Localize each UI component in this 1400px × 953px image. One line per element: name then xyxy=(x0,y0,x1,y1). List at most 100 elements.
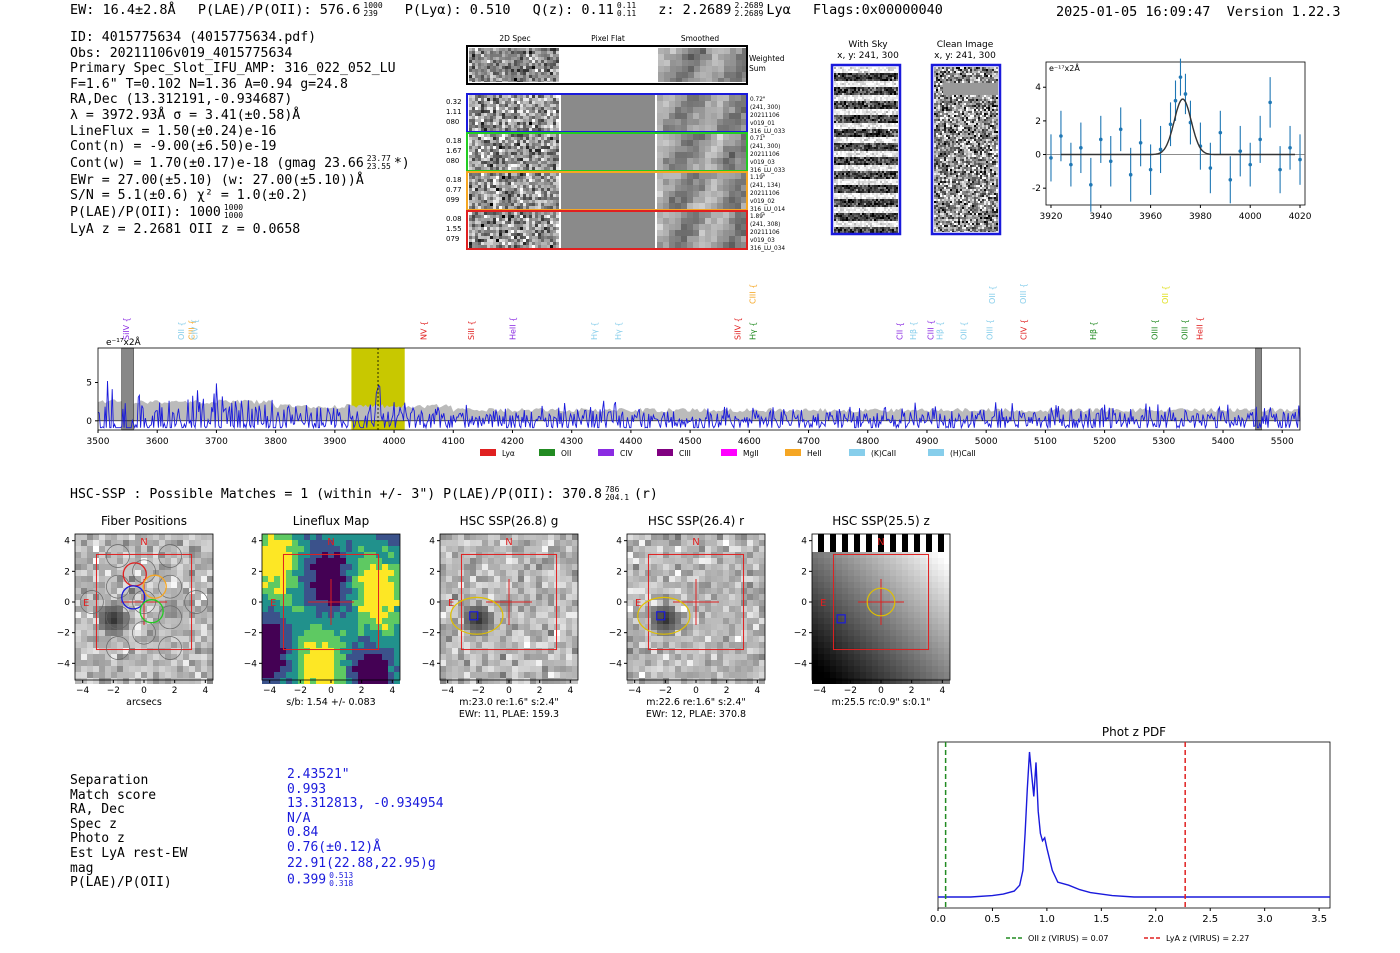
spec-line-label: Hγ { xyxy=(748,322,757,340)
row-frame xyxy=(466,210,748,250)
spec-xtick-label: 5400 xyxy=(1212,437,1235,447)
hsc-aperture-box xyxy=(460,553,558,651)
cutout-row: 0.08 1.55 079 1.89" (241, 308) 20211106 v019_0… xyxy=(446,210,785,252)
row-smoothed xyxy=(657,95,747,131)
zoom-point xyxy=(1158,147,1163,152)
hsc-panel-caption: arcsecs xyxy=(126,697,162,708)
spec-xtick-label: 3500 xyxy=(87,437,110,447)
match-value: 0.993 xyxy=(287,781,327,797)
hsc-ytick-label: −4 xyxy=(609,659,623,669)
hsc-xtick-label: 2 xyxy=(537,686,543,696)
qz-lo: 0.11 xyxy=(616,9,637,18)
legend-swatch xyxy=(721,449,737,456)
match-value: 0.84 xyxy=(287,825,319,841)
match-value: 0.76(±0.12)Å xyxy=(287,839,381,855)
legend-swatch xyxy=(785,449,801,456)
hsc-ytick-label: 4 xyxy=(616,537,622,547)
hsc-ytick-label: 2 xyxy=(616,567,622,577)
fiber-circle-highlight xyxy=(142,574,167,599)
hsc-ytick-label: −4 xyxy=(57,659,71,669)
row-right-label: 316_LU_033 xyxy=(750,168,785,174)
spec-line-label: OII { xyxy=(988,285,997,304)
spec-line-label: Hβ { xyxy=(935,321,944,340)
sky-band-bright xyxy=(834,137,898,143)
spec-xtick-label: 4400 xyxy=(619,437,642,447)
spec-xtick-label: 4100 xyxy=(442,437,465,447)
row-left-label: 1.55 xyxy=(446,225,462,233)
hsc-xtick-label: 0 xyxy=(328,686,334,696)
hsc-ytick-label: −2 xyxy=(609,629,622,639)
z-hi: 2.2689 xyxy=(734,1,764,10)
info-plae-hi: 1000 xyxy=(223,202,244,212)
hsc-xtick-label: 2 xyxy=(724,686,730,696)
pdf-xtick-label: 0.0 xyxy=(930,914,946,925)
hsc-xtick-label: 0 xyxy=(141,686,147,696)
zoom-xtick-label: 3920 xyxy=(1040,212,1063,222)
pdf-xtick-label: 2.5 xyxy=(1202,914,1218,925)
compass-n: N xyxy=(140,537,147,548)
hsc-source-marker xyxy=(656,611,666,621)
hsc-ytick-label: 4 xyxy=(801,537,807,547)
zoom-point xyxy=(1278,167,1282,172)
hsc-filter: (r) xyxy=(634,487,658,502)
hsc-xtick-label: 2 xyxy=(909,686,915,696)
info-line: Obs: 20211106v019_4015775634 xyxy=(70,45,293,61)
hsc-source-ellipse xyxy=(637,596,691,635)
hsc-panel-caption: m:25.5 rc:0.9" s:0.1" xyxy=(832,697,931,708)
with-sky-frame xyxy=(830,63,902,236)
compass-e: E xyxy=(448,598,454,609)
sum-label: Sum xyxy=(749,64,766,73)
spec-line-label: OIII { xyxy=(1181,319,1190,340)
fiber-circle xyxy=(106,636,130,660)
row-right-label: 0.72" xyxy=(750,97,766,103)
clean-xy: x, y: 241, 300 xyxy=(934,51,996,61)
row-right-label: 316_LU_033 xyxy=(750,129,785,135)
row-right-label: 20211106 xyxy=(750,113,780,119)
legend-label: CIII xyxy=(679,449,691,458)
fiber-circle xyxy=(158,574,182,599)
plae-hi: 1000 xyxy=(363,1,383,10)
hsc-source-marker xyxy=(469,611,479,621)
zoom-point xyxy=(1258,137,1262,142)
zoom-point xyxy=(1173,98,1178,103)
hsc-ytick-label: −2 xyxy=(57,629,70,639)
match-label: Match score xyxy=(70,787,157,803)
hsc-panel: HSC SSP(26.8) g N E −4 −4 −2 −2 0 0 2 2 4 4 m:23.0 re… xyxy=(422,514,579,720)
zoom-point xyxy=(1183,92,1188,96)
hsc-ytick-label: −2 xyxy=(422,629,435,639)
hsc-xtick-label: −4 xyxy=(76,686,90,696)
hsc-ytick-label: 0 xyxy=(64,598,70,608)
spec-frame xyxy=(97,347,1301,431)
match-plae-lo: 0.318 xyxy=(329,878,354,888)
sky-band-dark xyxy=(834,73,898,81)
sky-band-dark xyxy=(834,129,898,137)
hsc-source-ellipse xyxy=(450,596,504,635)
spec-line-label: OII { xyxy=(1161,285,1170,304)
zoom-point xyxy=(1268,100,1272,105)
fiber-circle-highlight xyxy=(139,599,164,624)
zoom-point xyxy=(1059,134,1063,138)
zoom-fit-line xyxy=(1060,98,1295,156)
col-smooth-label: Smoothed xyxy=(681,34,720,43)
zoom-unit-label: e⁻¹⁷x2Å xyxy=(1049,62,1080,73)
cutout-row: 0.18 1.67 080 0.71" (241, 300) 20211106 v019_0… xyxy=(446,132,785,174)
hsc-panel-title: HSC SSP(26.4) r xyxy=(648,514,744,528)
plae-lo: 239 xyxy=(363,9,378,18)
hsc-xtick-label: −2 xyxy=(294,686,307,696)
sky-band-dark xyxy=(834,157,898,165)
cutout-row: 0.32 1.11 080 0.72" (241, 300) 20211106 v019_0… xyxy=(446,93,785,135)
sky-band-dark xyxy=(834,213,898,221)
sky-band-bright xyxy=(834,123,898,129)
legend-swatch xyxy=(928,449,944,456)
row-right-label: (241, 300) xyxy=(750,105,780,111)
legend-label: (H)CaII xyxy=(950,449,976,458)
zoom-frame xyxy=(1045,61,1306,206)
hsc-xtick-label: −2 xyxy=(844,686,857,696)
cutout-row: 0.18 0.77 099 1.19" (241, 134) 20211106 v019_0… xyxy=(446,171,785,213)
zoom-ytick-label: 4 xyxy=(1035,83,1041,93)
row-pixel-flat xyxy=(561,95,655,131)
info-line: EWr = 27.00(±5.10) (w: 27.00(±5.10))Å xyxy=(70,172,364,188)
match-label: P(LAE)/P(OII) xyxy=(70,875,172,891)
hsc-ytick-label: 2 xyxy=(429,567,435,577)
match-value: N/A xyxy=(287,810,311,826)
